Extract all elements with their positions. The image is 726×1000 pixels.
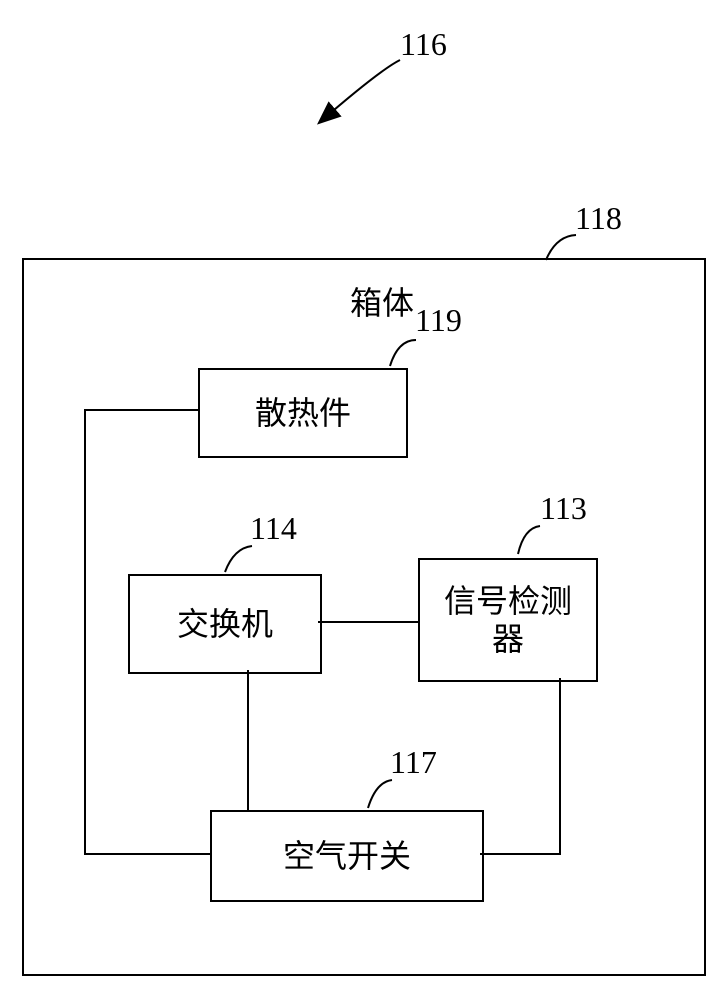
switch-box: 交换机 bbox=[128, 574, 322, 674]
air-switch-text: 空气开关 bbox=[283, 837, 411, 875]
switch-text: 交换机 bbox=[177, 605, 273, 643]
switch-ref-number: 114 bbox=[250, 510, 297, 547]
heatsink-box: 散热件 bbox=[198, 368, 408, 458]
detector-text: 信号检测器 bbox=[444, 582, 572, 659]
air-switch-ref-number: 117 bbox=[390, 744, 437, 781]
air-switch-box: 空气开关 bbox=[210, 810, 484, 902]
container-ref-number: 118 bbox=[575, 200, 622, 237]
detector-box: 信号检测器 bbox=[418, 558, 598, 682]
detector-ref-number: 113 bbox=[540, 490, 587, 527]
heatsink-ref-number: 119 bbox=[415, 302, 462, 339]
diagram-root: 116 118 箱体 119 散热件 114 交换机 113 信号检测器 117 bbox=[0, 0, 726, 1000]
figure-ref-number: 116 bbox=[400, 26, 447, 63]
heatsink-text: 散热件 bbox=[255, 394, 351, 432]
container-ref-label: 箱体 bbox=[350, 278, 414, 324]
